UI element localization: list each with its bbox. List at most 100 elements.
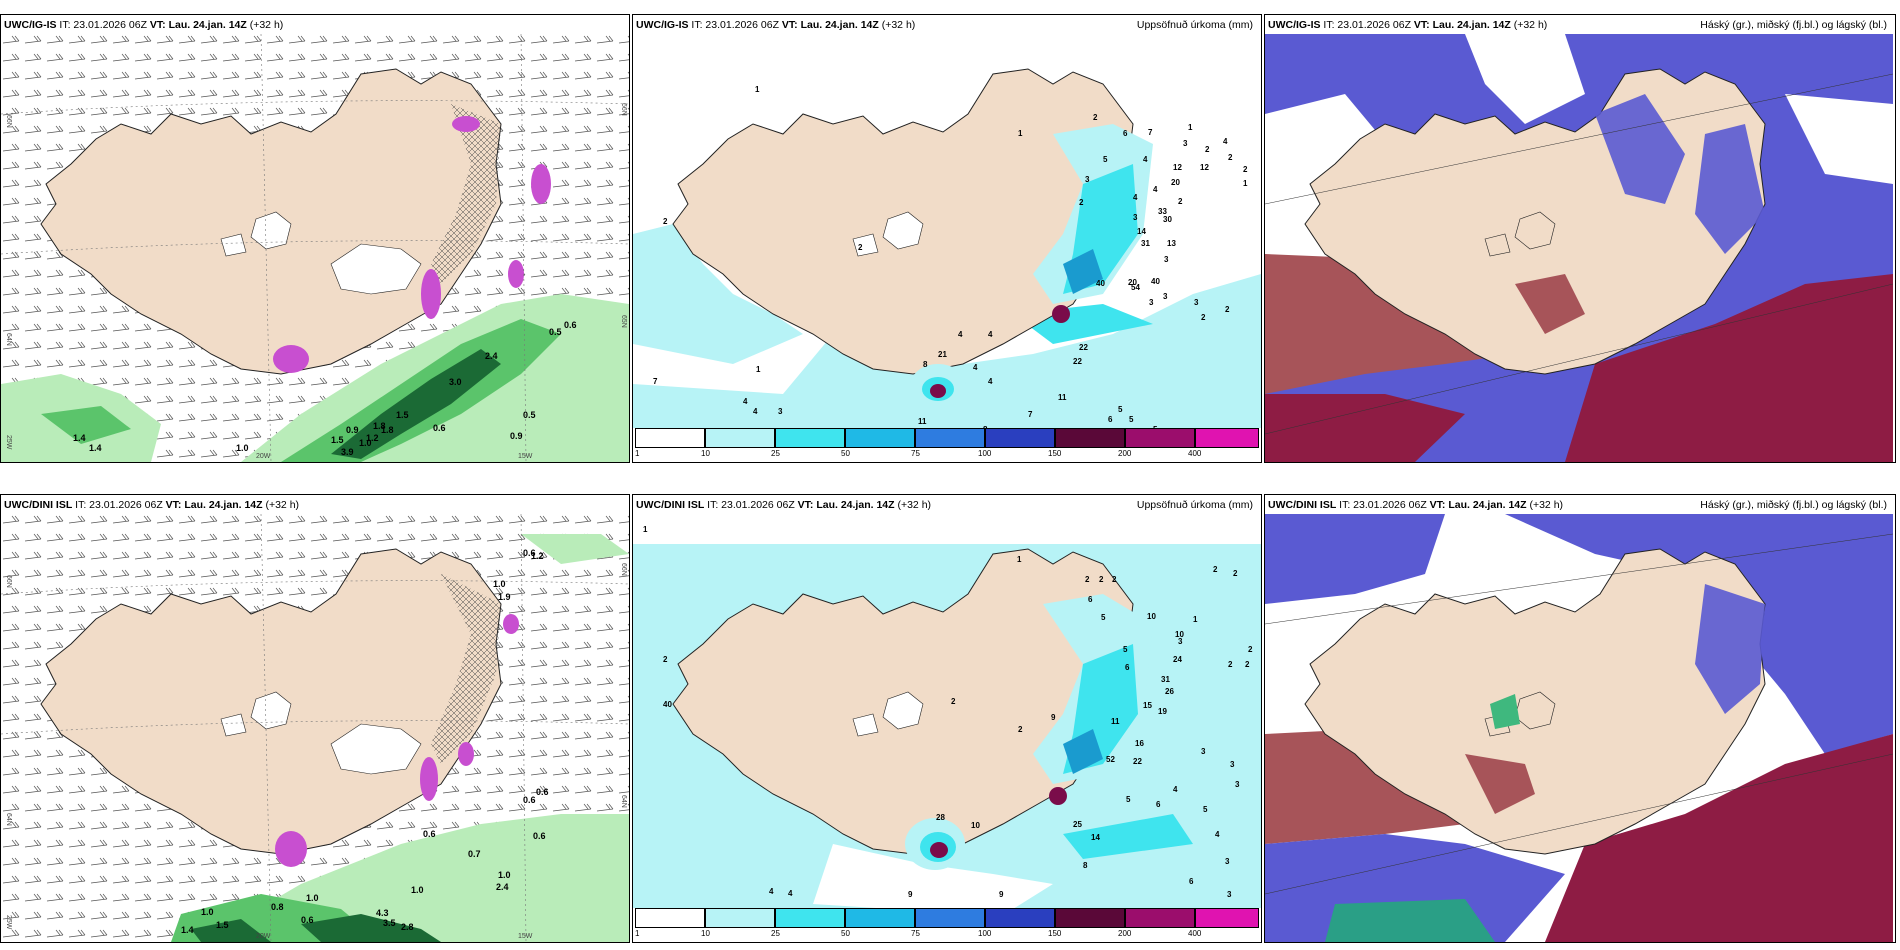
precip-label: 5 [1103,155,1108,164]
wind-label: 0.6 [301,915,314,925]
precip-label: 4 [1143,155,1148,164]
precip-label: 2 [858,243,863,252]
precip-map[interactable] [633,34,1261,462]
wind-label: 1.2 [531,551,544,561]
precip-label: 40 [663,700,672,709]
wind-label: 0.5 [549,327,562,337]
legend-swatch [775,428,845,448]
precip-label: 8 [923,360,928,369]
cloud-map[interactable] [1265,514,1893,942]
precip-label: 10 [1147,612,1156,621]
wind-label: 1.5 [331,435,344,445]
wind-label: 0.7 [468,849,481,859]
wind-map[interactable] [1,34,629,462]
panel-wind-dini: UWC/DINI ISL IT: 23.01.2026 06Z VT: Lau.… [0,494,630,943]
precip-label: 31 [1161,675,1170,684]
wind-label: 1.4 [89,443,102,453]
legend-tick: 1 [635,929,640,938]
precip-label: 10 [1175,630,1184,639]
legend-swatch [985,428,1055,448]
wind-label: 0.8 [271,902,284,912]
precip-label: 2 [1201,313,1206,322]
precip-label: 3 [1149,298,1154,307]
wind-label: 0.6 [423,829,436,839]
legend-swatch [1125,908,1195,928]
wind-label: 1.8 [381,425,394,435]
precip-label: 4 [769,887,774,896]
precip-label: 4 [988,330,993,339]
precip-label: 11 [1111,717,1120,726]
lat-label: 66N [620,103,627,116]
wind-label: 2.8 [401,922,414,932]
precip-label: 2 [1233,569,1238,578]
panel-header: UWC/IG-IS IT: 23.01.2026 06Z VT: Lau. 24… [1268,19,1548,31]
legend-tick: 75 [911,929,920,938]
precip-label: 9 [999,890,1004,899]
panel-cloud-dini: UWC/DINI ISL IT: 23.01.2026 06Z VT: Lau.… [1264,494,1896,943]
wind-label: 4.3 [376,908,389,918]
cloud-title: Háský (gr.), miðský (fj.bl.) og lágský (… [1700,19,1887,31]
lon-label: 20W [256,933,271,940]
legend-swatch [1055,908,1125,928]
precip-label: 4 [1133,193,1138,202]
wind-label: 3.5 [383,918,396,928]
wind-label: 1.0 [236,443,249,453]
precip-label: 11 [918,417,927,426]
precip-label: 12 [1173,163,1182,172]
legend-swatch [845,428,915,448]
precip-title: Uppsöfnuð úrkoma (mm) [1136,19,1253,31]
precip-label: 3 [1183,139,1188,148]
legend-tick: 200 [1118,929,1132,938]
precip-label: 6 [1125,663,1130,672]
legend-swatch [1195,908,1259,928]
legend-tick: 50 [841,449,850,458]
legend-swatch [705,428,775,448]
wind-label: 1.4 [73,433,86,443]
precip-label: 14 [1091,833,1100,842]
precip-label: 3 [1235,780,1240,789]
precip-label: 2 [1228,153,1233,162]
precip-label: 2 [1093,113,1098,122]
wind-label: 0.6 [564,320,577,330]
wind-map[interactable] [1,514,629,942]
wind-label: 0.5 [523,410,536,420]
panel-header: UWC/IG-IS IT: 23.01.2026 06Z VT: Lau. 24… [4,19,284,31]
precip-label: 3 [778,407,783,416]
legend-swatch [635,908,705,928]
precip-label: 4 [1173,785,1178,794]
precip-label: 31 [1141,239,1150,248]
precip-label: 3 [1201,747,1206,756]
precip-label: 3 [1230,760,1235,769]
precip-label: 1 [755,85,760,94]
wind-label: 1.8 [373,421,386,431]
legend-swatch [845,908,915,928]
precip-label: 20 [1171,178,1180,187]
precip-label: 4 [743,397,748,406]
precip-label: 2 [1248,645,1253,654]
legend-tick: 100 [978,449,992,458]
legend-swatch [775,908,845,928]
precip-label: 5 [1129,415,1134,424]
precip-label: 5 [1123,645,1128,654]
precip-label: 2 [1243,165,1248,174]
wind-label: 0.6 [523,548,536,558]
precip-label: 5 [1118,405,1123,414]
cloud-map[interactable] [1265,34,1893,462]
precip-map[interactable] [633,514,1261,942]
panel-header: UWC/DINI ISL IT: 23.01.2026 06Z VT: Lau.… [636,499,932,511]
wind-label: 1.0 [493,579,506,589]
wind-label: 1.0 [411,885,424,895]
legend-tick: 400 [1188,449,1202,458]
precip-label: 4 [973,363,978,372]
precip-label: 15 [1143,701,1152,710]
lat-label: 64N [620,795,627,808]
precip-label: 2 [1018,725,1023,734]
lon-label: 25W [5,435,12,450]
precip-label: 3 [1225,857,1230,866]
precip-label: 4 [788,889,793,898]
legend-swatch [915,908,985,928]
lon-label: 15W [518,453,533,460]
wind-label: 2.4 [496,882,509,892]
precip-label: 3 [1163,292,1168,301]
legend-tick: 10 [701,449,710,458]
